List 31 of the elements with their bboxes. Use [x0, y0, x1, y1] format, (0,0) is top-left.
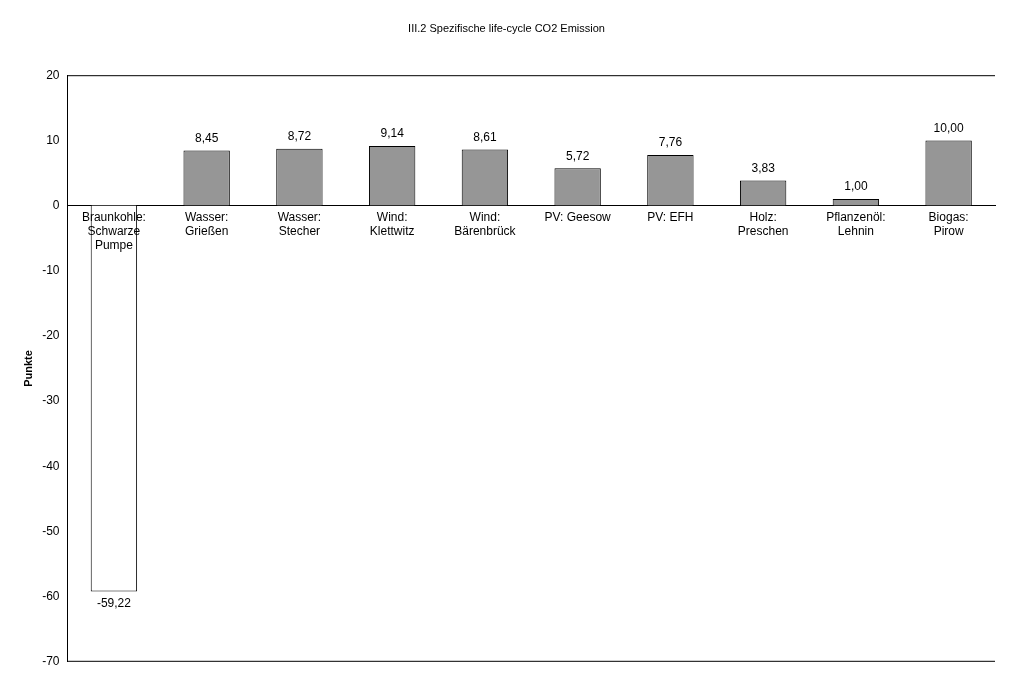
data-label: 8,61	[473, 129, 497, 144]
y-tick-label: -70	[42, 654, 60, 669]
y-tick-label: -30	[42, 393, 60, 408]
y-tick-label: -10	[42, 263, 60, 278]
y-tick-label: -40	[42, 458, 60, 473]
data-label: -59,22	[96, 595, 132, 610]
data-label: 7,76	[658, 135, 683, 150]
y-tick-label: -50	[42, 523, 60, 538]
x-tick-label: Wind: Bärenbrück	[454, 209, 517, 238]
x-tick-label: PV: EFH	[647, 209, 694, 224]
y-axis-title: Punkte	[21, 350, 34, 387]
x-tick-label: Pflanzenöl: Lehnin	[826, 209, 886, 238]
x-tick-label: Wind: Klettwitz	[369, 209, 415, 238]
data-label: 10,00	[933, 120, 964, 135]
data-label: 5,72	[565, 148, 590, 163]
data-label: 8,45	[194, 130, 219, 145]
y-tick-label: 10	[46, 132, 60, 147]
y-tick-label: 20	[46, 67, 60, 82]
data-label: 3,83	[751, 160, 776, 175]
data-label: 8,72	[287, 129, 312, 144]
x-tick-label: Holz: Preschen	[737, 209, 789, 238]
y-tick-label: -20	[42, 328, 60, 343]
x-tick-label: Wasser: Stecher	[277, 209, 322, 238]
y-tick-label: 0	[52, 197, 60, 212]
data-label: 9,14	[380, 126, 405, 141]
data-label: 1,00	[844, 179, 868, 194]
chart-title: III.2 Spezifische life-cycle CO2 Emission	[408, 21, 605, 34]
x-tick-label: Biogas: Pirow	[928, 209, 969, 238]
x-tick-label: PV: Geesow	[544, 209, 612, 224]
x-tick-label: Wasser: Grießen	[184, 209, 229, 238]
y-tick-label: -60	[42, 588, 60, 603]
